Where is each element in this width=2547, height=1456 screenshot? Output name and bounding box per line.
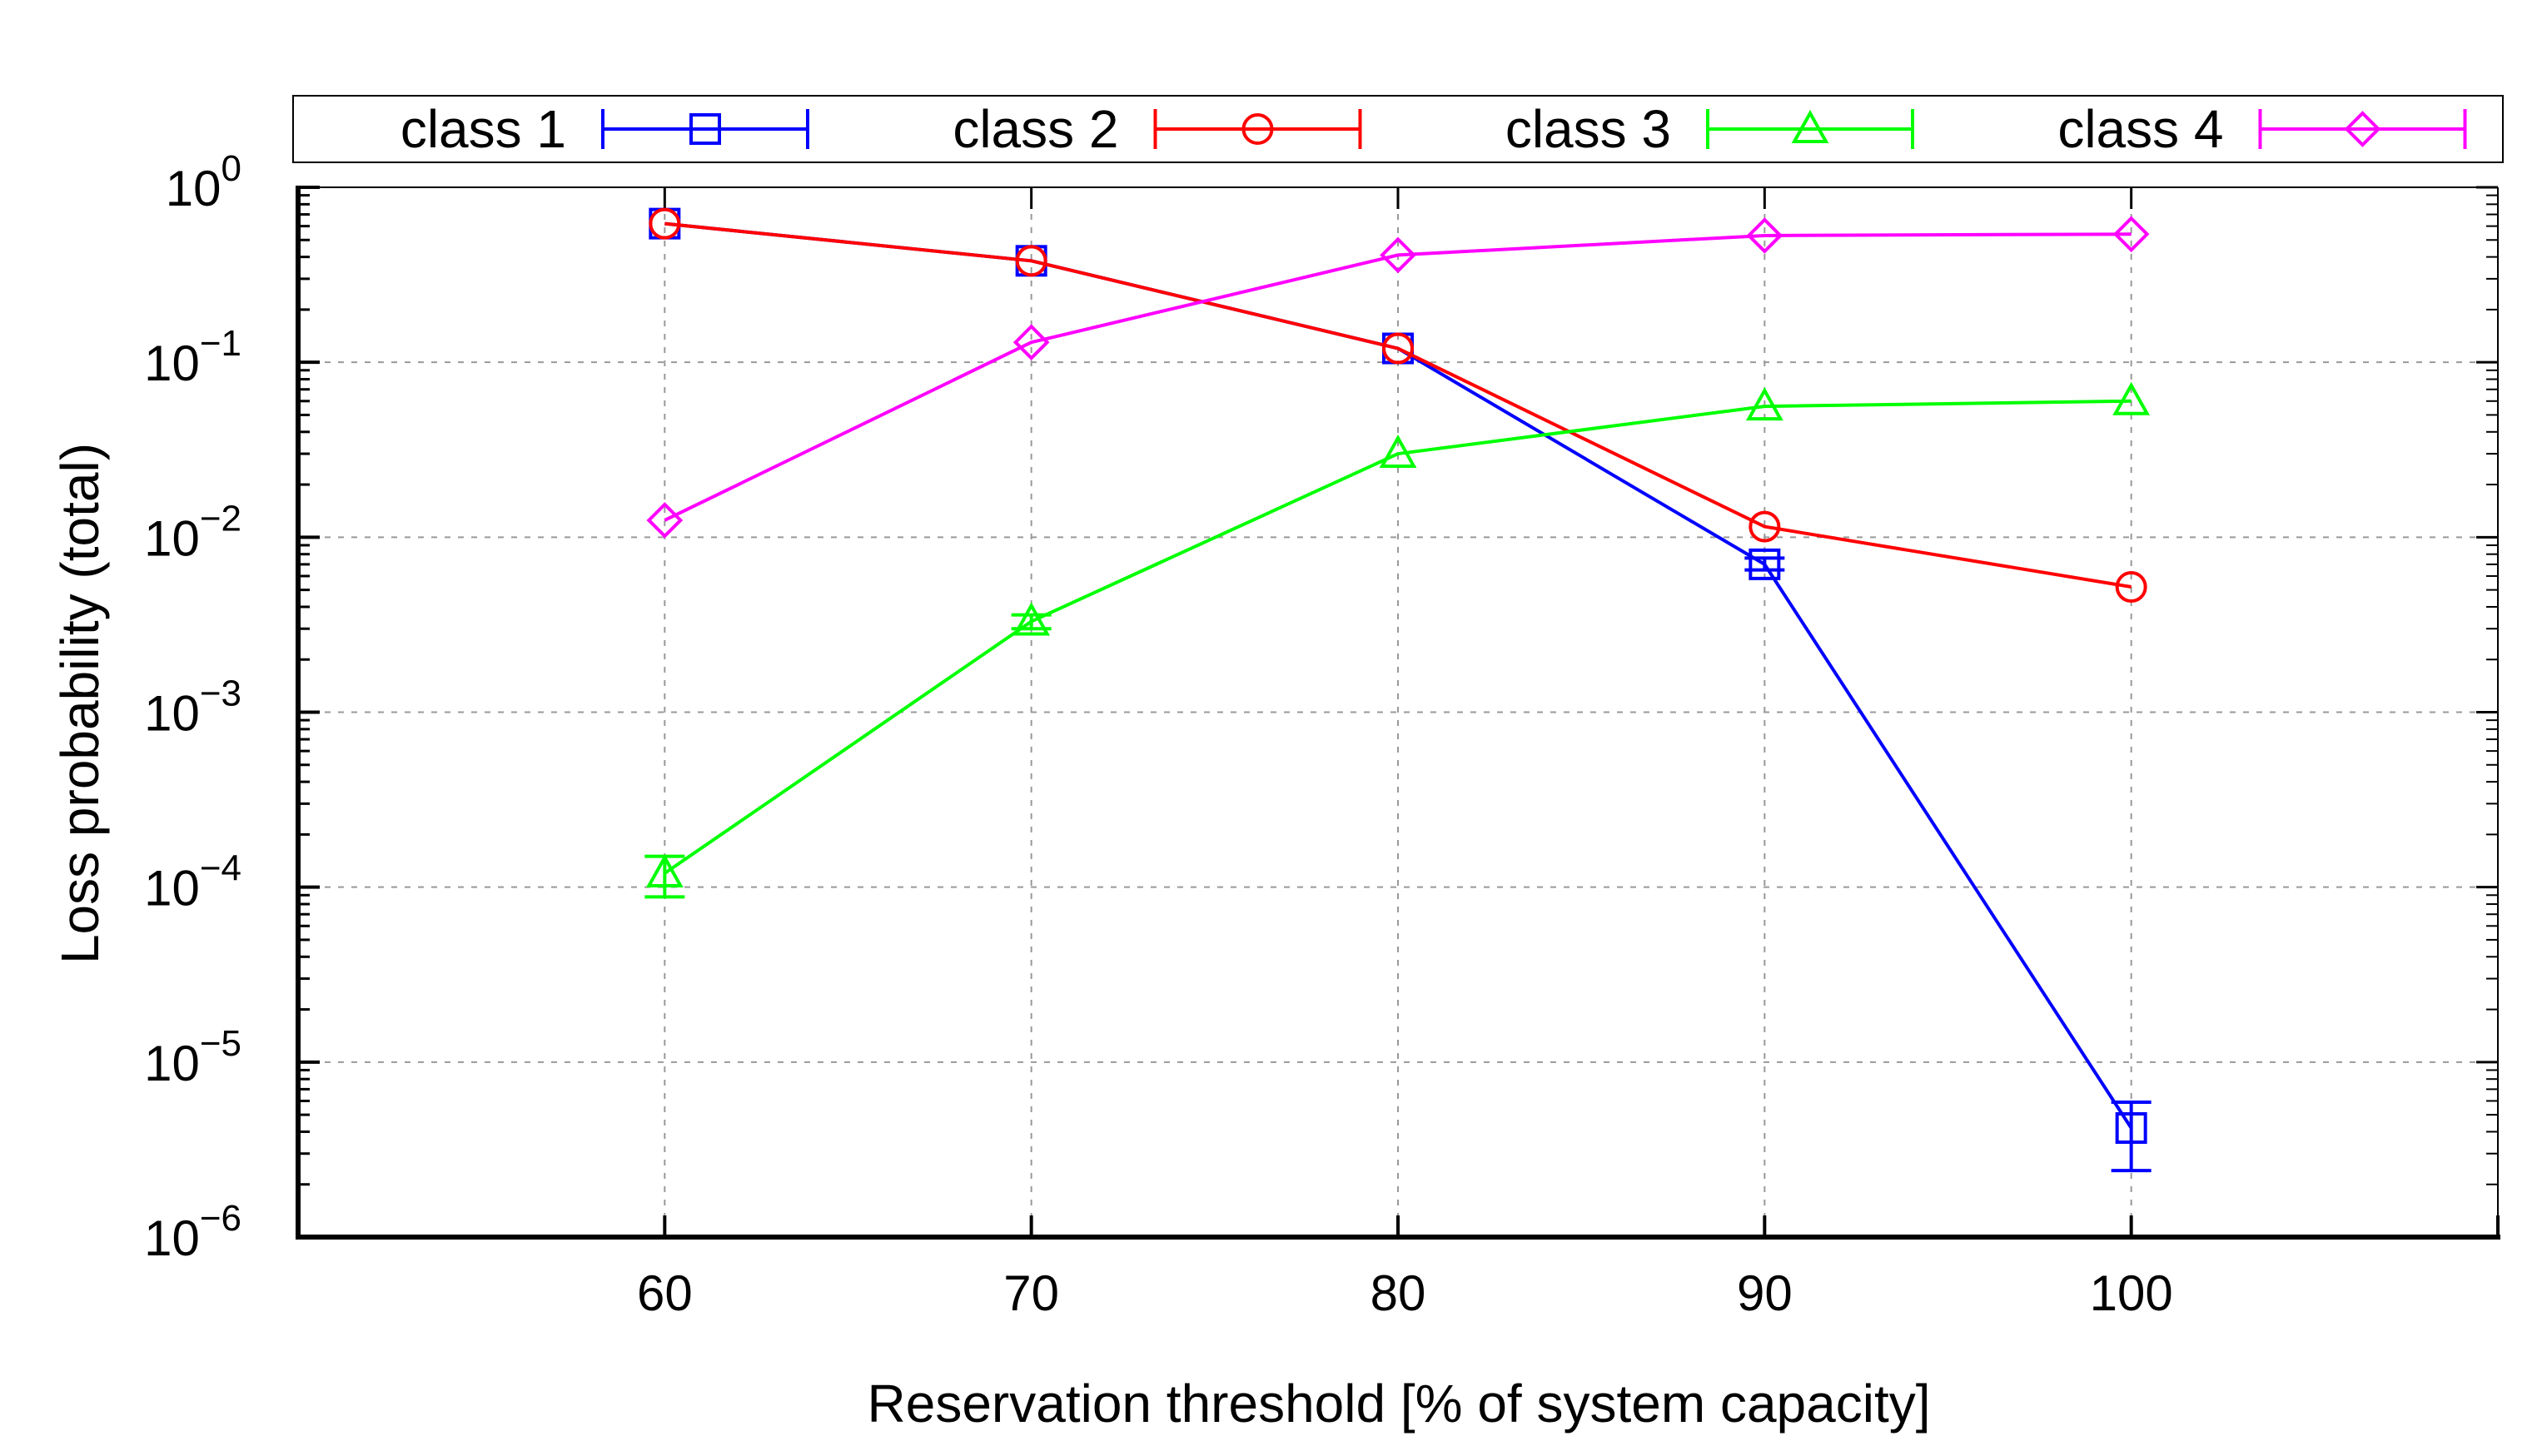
x-axis-title: Reservation threshold [% of system capac… [868, 1374, 1931, 1434]
x-tick-label-100: 100 [2090, 1265, 2173, 1321]
legend-label-2: class 2 [953, 99, 1118, 159]
series-3 [644, 381, 2151, 899]
data-point-square [2115, 1112, 2147, 1145]
data-point-square [1749, 548, 1781, 580]
legend-marker-diamond [2344, 111, 2381, 147]
data-point-triangle [1745, 386, 1783, 421]
series-layer [644, 207, 2152, 1173]
data-point-circle [649, 207, 681, 240]
data-point-diamond [2112, 216, 2150, 253]
data-point-diamond [1380, 236, 1416, 274]
y-tick-label-1: 10−1 [144, 323, 241, 391]
y-axis-title: Loss probability (total) [50, 443, 110, 964]
y-tick-label-5: 10−5 [144, 1023, 241, 1091]
legend-label-3: class 3 [1505, 99, 1671, 159]
y-tick-exponent: 0 [221, 148, 241, 189]
y-tick-exponent: −1 [200, 323, 241, 364]
data-point-circle [1015, 245, 1047, 277]
x-tick-label-90: 90 [1737, 1265, 1793, 1321]
legend-item-3: class 3 [1505, 99, 1914, 159]
y-tick-exponent: −6 [200, 1198, 241, 1239]
legend-item-1: class 1 [400, 99, 809, 159]
y-tick-base: 10 [144, 861, 200, 917]
y-tick-base: 10 [144, 1036, 200, 1091]
y-tick-base: 10 [144, 510, 200, 566]
data-point-triangle [2112, 381, 2151, 415]
y-tick-exponent: −2 [200, 498, 241, 539]
x-tick-label-60: 60 [637, 1265, 693, 1321]
series-4 [646, 216, 2150, 539]
y-tick-base: 10 [166, 161, 221, 216]
series-line-2 [664, 221, 2132, 589]
data-point-circle [2115, 571, 2147, 604]
data-point-circle [1382, 332, 1414, 365]
y-tick-exponent: −4 [200, 848, 241, 889]
series-line-4 [664, 232, 2132, 522]
legend: class 1 class 2 class 3 class 4 [292, 95, 2504, 163]
series-2 [649, 207, 2147, 604]
y-tick-exponent: −5 [200, 1023, 241, 1064]
legend-marker-circle [1241, 113, 1274, 145]
legend-label-1: class 1 [400, 99, 566, 159]
y-tick-exponent: −3 [200, 673, 241, 714]
data-point-diamond [1746, 217, 1783, 254]
data-point-diamond [1012, 324, 1050, 361]
legend-item-2: class 2 [953, 99, 1362, 159]
y-tick-label-2: 10−2 [144, 498, 241, 566]
data-point-circle [1749, 510, 1781, 543]
y-tick-base: 10 [144, 686, 200, 742]
data-point-triangle [1012, 602, 1051, 636]
y-tick-base: 10 [144, 335, 200, 391]
series-line-3 [664, 399, 2132, 875]
x-tick-label-70: 70 [1003, 1265, 1059, 1321]
y-tick-label-4: 10−4 [144, 848, 241, 917]
legend-marker-square [689, 113, 721, 145]
data-point-triangle [1379, 434, 1417, 469]
y-tick-label-6: 10−6 [144, 1198, 241, 1266]
data-point-diamond [646, 502, 684, 539]
y-tick-base: 10 [144, 1210, 200, 1266]
data-point-triangle [645, 853, 684, 888]
y-tick-label-3: 10−3 [144, 673, 241, 742]
legend-label-4: class 4 [2057, 99, 2223, 159]
x-tick-label-80: 80 [1371, 1265, 1426, 1321]
legend-marker-triangle [1791, 109, 1829, 143]
y-tick-label-0: 100 [166, 148, 241, 216]
legend-item-4: class 4 [2057, 99, 2467, 159]
